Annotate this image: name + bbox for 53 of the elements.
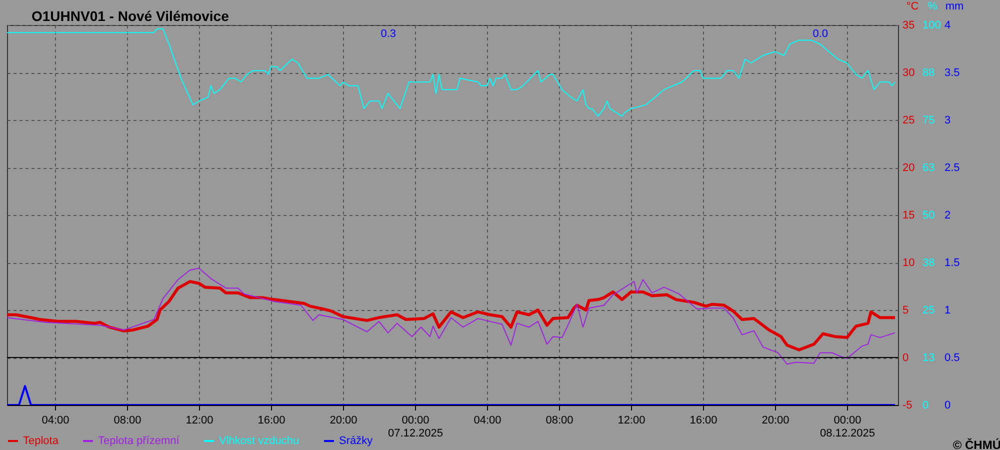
x-tick-label: 12:00	[618, 414, 646, 426]
y3-tick-label: 0.5	[944, 352, 960, 364]
y3-tick-label: 2	[944, 210, 951, 222]
x-tick-label: 08:00	[114, 414, 142, 426]
y-tick-label: -5	[902, 400, 912, 412]
x-tick-label: 08:00	[546, 414, 574, 426]
y2-tick-label: 63	[922, 162, 935, 174]
y3-tick-label: 3.5	[944, 67, 960, 79]
legend-label: Vlhkost vzduchu	[219, 435, 300, 447]
y2-tick-label: 25	[922, 304, 935, 316]
y3-tick-label: 4	[944, 20, 951, 32]
x-tick-label: 16:00	[258, 414, 286, 426]
y-tick-label: 25	[902, 114, 915, 126]
y2-tick-label: 13	[922, 352, 935, 364]
y3-tick-label: 0	[944, 400, 951, 412]
x-tick-label: 04:00	[474, 414, 502, 426]
y-tick-label: 35	[902, 20, 915, 32]
text: © ČHMÚ	[952, 438, 1000, 450]
y2-axis-title: %	[928, 0, 938, 12]
y2-tick-label: 88	[922, 67, 935, 79]
y-tick-label: 10	[902, 257, 915, 269]
y-tick-label: 30	[902, 67, 915, 79]
x-tick-label: 04:00	[42, 414, 70, 426]
y2-tick-label: 50	[922, 210, 935, 222]
x-tick-label: 12:00	[186, 414, 214, 426]
annotation: 0.3	[380, 28, 396, 40]
y-axis-title: °C	[906, 0, 919, 12]
chart-title: O1UHNV01 - Nové Vilémovice	[32, 8, 230, 24]
y3-axis-title: mm	[945, 0, 964, 12]
x-tick-label: 16:00	[690, 414, 718, 426]
y2-tick-label: 0	[922, 400, 929, 412]
legend-label: Teplota	[23, 435, 60, 447]
y3-tick-label: 2.5	[944, 162, 960, 174]
line-series	[7, 268, 896, 365]
y-tick-label: 5	[902, 304, 909, 316]
line-series	[7, 280, 896, 352]
y3-tick-label: 3	[944, 114, 951, 126]
y3-tick-label: 1	[944, 304, 951, 316]
y2-tick-label: 38	[922, 257, 935, 269]
y-tick-label: 15	[902, 210, 915, 222]
legend-label: Teplota přízemní	[98, 435, 180, 447]
y-tick-label: 20	[902, 162, 915, 174]
y2-tick-label: 100	[922, 20, 941, 32]
line-series	[7, 28, 896, 117]
y2-tick-label: 75	[922, 114, 935, 126]
y-tick-label: 0	[902, 352, 909, 364]
x-tick-label: 00:00 07.12.2025	[388, 414, 444, 440]
x-tick-label: 20:00	[330, 414, 358, 426]
legend-label: Srážky	[339, 435, 374, 447]
x-tick-label: 20:00	[762, 414, 790, 426]
annotation: 0.0	[812, 28, 828, 40]
y3-tick-label: 1.5	[944, 257, 960, 269]
x-tick-label: 00:00 08.12.2025	[820, 414, 876, 440]
